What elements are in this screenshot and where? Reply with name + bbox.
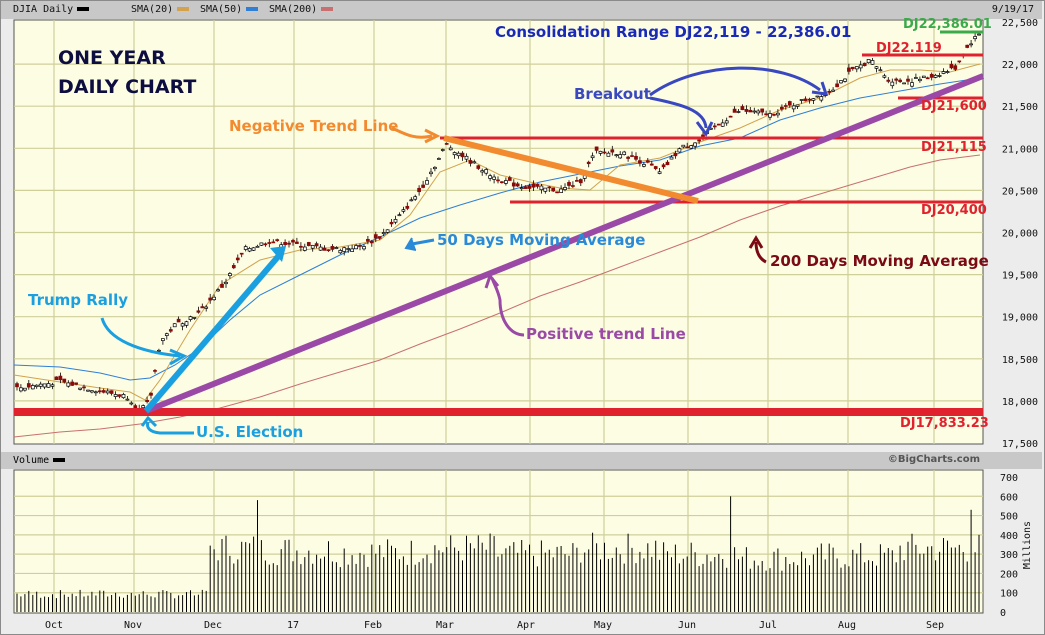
x-tick-label: Oct (45, 620, 63, 631)
x-tick-label: Aug (838, 620, 856, 631)
breakout-annotation: Breakout (574, 85, 651, 103)
y-tick-label: 21,500 (1002, 102, 1038, 113)
negative-trend-annotation: Negative Trend Line (229, 117, 399, 135)
y-tick-label: 19,500 (1002, 271, 1038, 282)
x-tick-label: Apr (517, 620, 535, 631)
x-tick-label: Dec (204, 620, 222, 631)
y-tick-label: 18,000 (1002, 397, 1038, 408)
legend-sma50: SMA(50) (200, 4, 259, 15)
trump-rally-arrowhead-icon (270, 246, 286, 262)
level-20400-label: DJ20,400 (921, 203, 987, 218)
y-tick-label: 19,000 (1002, 313, 1038, 324)
negative-trend-arrowhead-icon (424, 128, 441, 144)
copyright: ©BigCharts.com (887, 454, 980, 465)
volume-tick-label: 700 (1000, 473, 1018, 484)
trump-rally-pointer-arrow (100, 317, 181, 358)
volume-y-axis: 0 100 200 300 400 500 600 700 (1000, 473, 1018, 619)
legend-sma20-label: SMA(20) (131, 4, 174, 15)
volume-tick-label: 400 (1000, 531, 1018, 542)
x-tick-label: Feb (364, 620, 382, 631)
breakout-arrow-right (649, 66, 821, 97)
positive-trend-line (144, 73, 985, 414)
y-tick-label: 20,500 (1002, 186, 1038, 197)
volume-tick-label: 500 (1000, 512, 1018, 523)
level-22119-label: DJ22.119 (876, 41, 942, 56)
election-pointer-arrow (146, 421, 194, 435)
breakout-arrowhead-down-icon (695, 121, 714, 137)
consolidation-annotation: Consolidation Range DJ22,119 - 22,386.01 (495, 23, 852, 41)
volume-swatch (53, 458, 66, 462)
election-arrowhead-icon (140, 415, 158, 428)
legend-djia-label: DJIA Daily (13, 4, 74, 15)
level-22386-label: DJ22,386.01 (903, 17, 992, 32)
breakout-arrowhead-right-icon (811, 81, 829, 96)
volume-bars (16, 496, 980, 612)
y-tick-label: 22,000 (1002, 60, 1038, 71)
volume-legend: Volume (13, 455, 66, 466)
title-line-2: DAILY CHART (58, 76, 197, 98)
ma50-pointer-arrow (411, 238, 435, 246)
trump-rally-pointer-arrowhead-icon (169, 348, 188, 366)
y-tick-label: 17,500 (1002, 439, 1038, 450)
legend-sma200-label: SMA(200) (269, 4, 318, 15)
ma50-arrowhead-icon (404, 237, 417, 251)
chart-title-annotation: ONE YEAR DAILY CHART (58, 44, 196, 102)
volume-tick-label: 100 (1000, 589, 1018, 600)
volume-label: Volume (13, 455, 50, 466)
sma50-line (13, 77, 981, 381)
volume-axis-title: Millions (1022, 521, 1033, 569)
x-tick-label: 17 (287, 620, 299, 631)
title-line-1: ONE YEAR (58, 47, 166, 69)
legend-sma50-label: SMA(50) (200, 4, 243, 15)
ma200-annotation: 200 Days Moving Average (770, 252, 989, 270)
volume-tick-label: 300 (1000, 550, 1018, 561)
x-axis: Oct Nov Dec 17 Feb Mar Apr May Jun Jul Aug Sep (45, 620, 944, 631)
trump-rally-arrow-line (143, 250, 285, 413)
volume-legend-bar: Volume ©BigCharts.com (1, 452, 1042, 469)
legend-djia-swatch (77, 7, 90, 11)
y-tick-label: 21,000 (1002, 144, 1038, 155)
x-tick-label: May (594, 620, 612, 631)
volume-tick-label: 600 (1000, 492, 1018, 503)
trump-rally-annotation: Trump Rally (28, 291, 128, 309)
price-y-axis: 17,500 18,000 18,500 19,000 19,500 20,000 20,5… (1002, 18, 1038, 450)
legend-djia: DJIA Daily (13, 4, 90, 15)
price-legend-bar: DJIA Daily SMA(20) SMA(50) SMA(200) 9/19… (1, 1, 1042, 19)
chart-date: 9/19/17 (991, 4, 1034, 15)
x-tick-label: Nov (124, 620, 142, 631)
negative-trend-line (443, 135, 699, 204)
level-17833-label: DJ17,833.23 (900, 416, 989, 431)
breakout-arrow-down (649, 96, 708, 129)
volume-tick-label: 200 (1000, 569, 1018, 580)
price-grid (14, 20, 983, 444)
y-tick-label: 22,500 (1002, 18, 1038, 29)
level-21115-label: DJ21,115 (921, 140, 987, 155)
y-tick-label: 18,500 (1002, 355, 1038, 366)
negative-trend-pointer-arrow (391, 126, 433, 139)
price-candles (15, 32, 981, 416)
us-election-annotation: U.S. Election (196, 423, 304, 441)
ma200-pointer-arrow (754, 241, 767, 264)
ma200-arrowhead-icon (748, 235, 764, 249)
legend-sma200: SMA(200) (269, 4, 334, 15)
positive-trend-annotation: Positive trend Line (526, 325, 686, 343)
legend-sma20: SMA(20) (131, 4, 190, 15)
x-tick-label: Jun (678, 620, 696, 631)
legend-sma50-swatch (246, 7, 259, 11)
x-tick-label: Sep (926, 620, 944, 631)
y-tick-label: 20,000 (1002, 229, 1038, 240)
x-tick-label: Jul (759, 620, 777, 631)
volume-tick-label: 0 (1000, 608, 1006, 619)
x-tick-label: Mar (436, 620, 454, 631)
ma50-annotation: 50 Days Moving Average (437, 231, 646, 249)
level-21600-label: DJ21,600 (921, 99, 987, 114)
legend-sma200-swatch (321, 7, 334, 11)
legend-sma20-swatch (177, 7, 190, 11)
